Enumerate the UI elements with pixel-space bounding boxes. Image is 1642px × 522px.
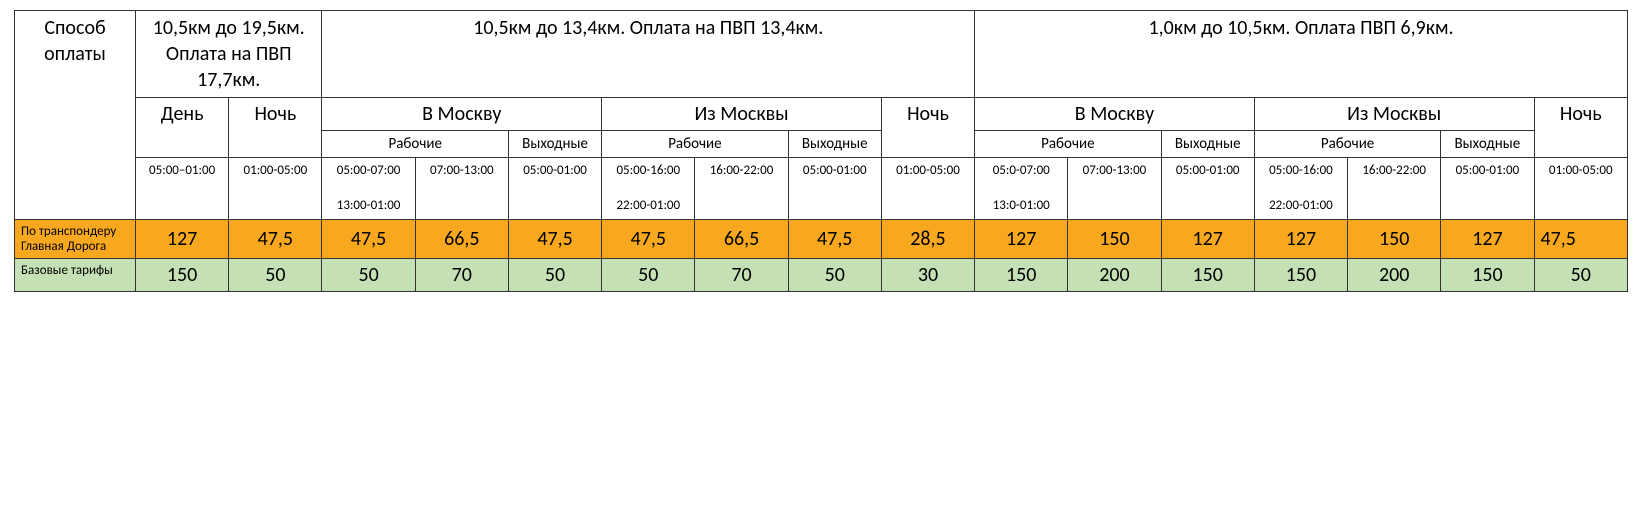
seg-c-from-workdays: Рабочие (1254, 131, 1440, 158)
seg-c-to-weekends: Выходные (1161, 131, 1254, 158)
cell: 47,5 (602, 219, 695, 258)
seg-c-to-workdays: Рабочие (975, 131, 1161, 158)
cell: 66,5 (695, 219, 788, 258)
cell: 127 (1254, 219, 1347, 258)
time-b-to-work-a: 05:00-07:00 13:00-01:00 (322, 158, 415, 220)
time-c-from-weekend: 05:00-01:00 (1441, 158, 1534, 220)
cell: 127 (975, 219, 1068, 258)
time-line: 13:0-01:00 (993, 198, 1050, 213)
time-b-from-work-a: 05:00-16:00 22:00-01:00 (602, 158, 695, 220)
time-c-to-work-b: 07:00-13:00 (1068, 158, 1161, 220)
time-line: 05:00-16:00 (1269, 163, 1333, 178)
cell: 66,5 (415, 219, 508, 258)
tariff-table: Способ оплаты 10,5км до 19,5км. Оплата н… (14, 10, 1628, 292)
segment-b-header: 10,5км до 13,4км. Оплата на ПВП 13,4км. (322, 11, 975, 98)
time-c-from-work-b: 16:00-22:00 (1348, 158, 1441, 220)
time-line: 13:00-01:00 (337, 198, 401, 213)
time-b-to-work-b: 07:00-13:00 (415, 158, 508, 220)
cell: 47,5 (322, 219, 415, 258)
time-b-to-weekend: 05:00-01:00 (508, 158, 601, 220)
time-a-day: 05:00–01:00 (136, 158, 229, 220)
cell: 200 (1068, 258, 1161, 291)
cell: 47,5 (229, 219, 322, 258)
time-line: 05:00-07:00 (337, 163, 401, 178)
cell: 127 (136, 219, 229, 258)
cell: 47,5 (1534, 219, 1627, 258)
cell: 50 (508, 258, 601, 291)
time-c-to-weekend: 05:00-01:00 (1161, 158, 1254, 220)
cell: 70 (695, 258, 788, 291)
cell: 28,5 (881, 219, 974, 258)
cell: 50 (322, 258, 415, 291)
cell: 50 (788, 258, 881, 291)
cell: 150 (1441, 258, 1534, 291)
tariff-table-container: Способ оплаты 10,5км до 19,5км. Оплата н… (0, 0, 1642, 302)
label-base: Базовые тарифы (15, 258, 136, 291)
cell: 47,5 (788, 219, 881, 258)
seg-b-from-workdays: Рабочие (602, 131, 788, 158)
seg-b-night: Ночь (881, 98, 974, 158)
segment-c-header: 1,0км до 10,5км. Оплата ПВП 6,9км. (975, 11, 1628, 98)
cell: 200 (1348, 258, 1441, 291)
seg-c-to-moscow: В Москву (975, 98, 1255, 131)
segment-a-header: 10,5км до 19,5км. Оплата на ПВП 17,7км. (136, 11, 322, 98)
time-line: 05:0-07:00 (993, 163, 1050, 178)
cell: 50 (1534, 258, 1627, 291)
cell: 150 (1254, 258, 1347, 291)
cell: 150 (1068, 219, 1161, 258)
label-transponder: По транспондеру Главная Дорога (15, 219, 136, 258)
cell: 150 (136, 258, 229, 291)
cell: 127 (1441, 219, 1534, 258)
row-base: Базовые тарифы 150 50 50 70 50 50 70 50 … (15, 258, 1628, 291)
time-b-from-weekend: 05:00-01:00 (788, 158, 881, 220)
seg-a-night: Ночь (229, 98, 322, 158)
seg-b-to-moscow: В Москву (322, 98, 602, 131)
seg-b-to-workdays: Рабочие (322, 131, 508, 158)
cell: 150 (975, 258, 1068, 291)
seg-b-to-weekends: Выходные (508, 131, 601, 158)
col-payment-method: Способ оплаты (15, 11, 136, 220)
time-a-night: 01:00-05:00 (229, 158, 322, 220)
time-b-night: 01:00-05:00 (881, 158, 974, 220)
time-b-from-work-b: 16:00-22:00 (695, 158, 788, 220)
seg-c-from-weekends: Выходные (1441, 131, 1534, 158)
time-line: 05:00-16:00 (616, 163, 680, 178)
seg-a-day: День (136, 98, 229, 158)
cell: 127 (1161, 219, 1254, 258)
time-line: 22:00-01:00 (1269, 198, 1333, 213)
cell: 150 (1161, 258, 1254, 291)
time-c-night: 01:00-05:00 (1534, 158, 1627, 220)
cell: 70 (415, 258, 508, 291)
seg-b-from-moscow: Из Москвы (602, 98, 882, 131)
time-c-from-work-a: 05:00-16:00 22:00-01:00 (1254, 158, 1347, 220)
seg-c-night: Ночь (1534, 98, 1627, 158)
row-transponder: По транспондеру Главная Дорога 127 47,5 … (15, 219, 1628, 258)
cell: 47,5 (508, 219, 601, 258)
cell: 50 (229, 258, 322, 291)
cell: 150 (1348, 219, 1441, 258)
cell: 50 (602, 258, 695, 291)
time-line: 22:00-01:00 (616, 198, 680, 213)
time-c-to-work-a: 05:0-07:00 13:0-01:00 (975, 158, 1068, 220)
seg-b-from-weekends: Выходные (788, 131, 881, 158)
seg-c-from-moscow: Из Москвы (1254, 98, 1534, 131)
cell: 30 (881, 258, 974, 291)
